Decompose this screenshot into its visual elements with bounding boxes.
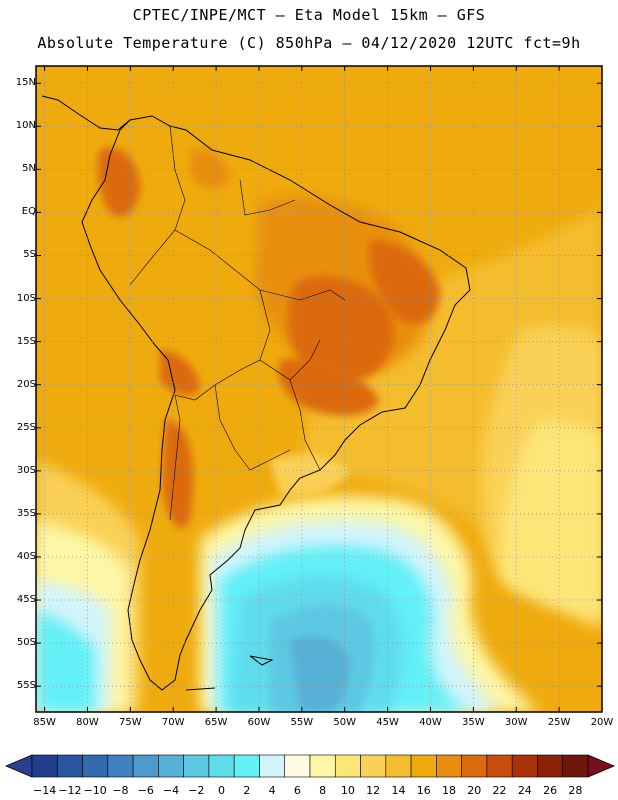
colorbar-label: 2: [243, 784, 251, 797]
colorbar-label: 20: [467, 784, 482, 797]
colorbar-low-arrow: [4, 754, 33, 778]
lon-label: 45W: [376, 717, 399, 728]
colorbar-swatch: [183, 754, 210, 778]
colorbar-label: −10: [83, 784, 107, 797]
lon-label: 60W: [247, 717, 271, 728]
colorbar-label: 28: [568, 784, 583, 797]
country-borders: [129, 125, 346, 521]
colorbar-swatch: [56, 754, 83, 778]
lon-label: 65W: [204, 717, 228, 728]
colorbar-swatch: [233, 754, 260, 778]
colorbar-swatch: [436, 754, 462, 778]
colorbar-swatch: [334, 754, 361, 778]
colorbar-label: 8: [319, 784, 327, 797]
colorbar-swatch: [158, 754, 184, 778]
title-line-2: Absolute Temperature (C) 850hPa – 04/12/…: [37, 34, 581, 52]
colorbar-swatch: [284, 754, 311, 778]
colorbar-label: −4: [162, 784, 180, 797]
title-line-1: CPTEC/INPE/MCT – Eta Model 15km – GFS: [132, 6, 486, 24]
colorbar-swatch: [511, 754, 538, 778]
axis-ticks: [36, 66, 603, 712]
lon-label: 40W: [419, 717, 442, 728]
lon-label: 55W: [290, 717, 314, 728]
lat-label: 5N: [22, 163, 36, 175]
colorbar-swatch: [486, 754, 513, 778]
colorbar-label: 4: [268, 784, 276, 797]
temperature-field: [36, 66, 602, 712]
colorbar-label: −2: [188, 784, 205, 797]
colorbar-label: 12: [366, 784, 381, 797]
lat-label: 45S: [16, 594, 36, 606]
colorbar-label: 0: [218, 784, 226, 797]
colorbar-swatch: [385, 754, 412, 778]
map-frame: [35, 65, 603, 713]
lon-label: 30W: [504, 717, 528, 728]
colorbar-label: 14: [391, 784, 406, 797]
lat-label: 10N: [15, 120, 36, 132]
colorbar-label: −12: [58, 784, 82, 797]
colorbar-swatch: [360, 754, 387, 778]
colorbar-swatch: [537, 754, 564, 778]
lat-label: 35S: [16, 507, 36, 519]
lon-label: 20W: [590, 717, 614, 728]
lat-label: 40S: [16, 550, 36, 562]
lat-label: 55S: [16, 680, 36, 692]
lon-label: 80W: [76, 717, 99, 728]
colorbar-swatch: [562, 754, 589, 778]
lon-label: 35W: [462, 717, 485, 728]
lon-label: 50W: [333, 717, 357, 728]
lon-label: 70W: [161, 717, 185, 728]
colorbar-label: 10: [340, 784, 355, 797]
colorbar-label: 18: [442, 784, 456, 797]
lat-label: 10S: [16, 292, 36, 304]
colorbar-label: −14: [33, 784, 57, 797]
colorbar-label: −6: [137, 784, 154, 797]
lon-label: 85W: [33, 717, 56, 728]
lat-label: 50S: [16, 637, 36, 649]
colorbar-swatch: [259, 754, 286, 778]
colorbar-label: 16: [416, 784, 431, 797]
colorbar-swatch: [132, 754, 159, 778]
colorbar-label: 22: [492, 784, 507, 797]
lon-label: 25W: [547, 717, 571, 728]
colorbar-label: 24: [517, 784, 532, 797]
colorbar-swatch: [309, 754, 336, 778]
colorbar-high-arrow: [587, 754, 616, 778]
lat-label: 25S: [16, 421, 36, 433]
lat-label: EQ: [21, 206, 36, 218]
colorbar: [4, 754, 616, 778]
lon-label: 75W: [119, 717, 142, 728]
lat-label: 20S: [16, 378, 36, 390]
colorbar-swatch: [208, 754, 235, 778]
lat-label: 5S: [23, 249, 36, 261]
lat-label: 15N: [15, 77, 36, 89]
colorbar-swatch: [461, 754, 488, 778]
lat-label: 15S: [16, 335, 36, 347]
colorbar-label: 6: [293, 784, 301, 797]
colorbar-swatch: [31, 754, 58, 778]
lat-label: 30S: [16, 464, 36, 476]
colorbar-label: −8: [112, 784, 129, 797]
colorbar-swatch: [82, 754, 109, 778]
colorbar-swatch: [410, 754, 437, 778]
colorbar-swatch: [107, 754, 134, 778]
colorbar-label: 26: [543, 784, 558, 797]
